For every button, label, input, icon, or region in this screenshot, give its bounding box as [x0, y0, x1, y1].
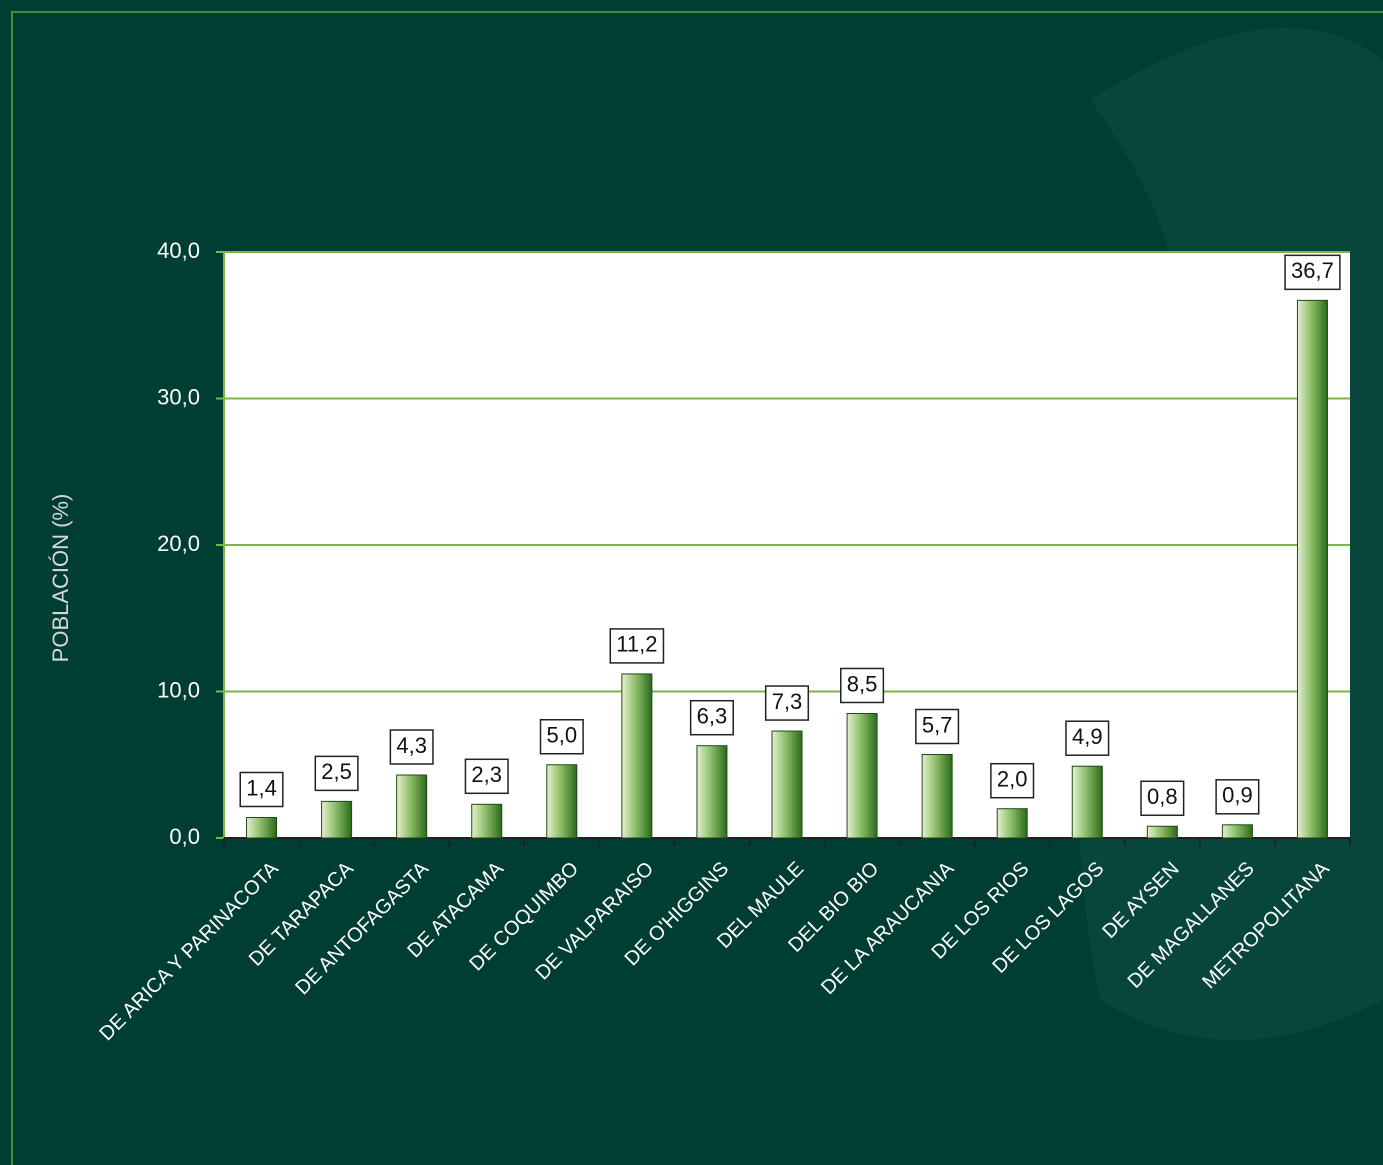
value-label: 5,0 — [547, 723, 578, 748]
value-label-box — [239, 771, 284, 808]
y-tick-label: 10,0 — [157, 677, 200, 702]
bar — [1296, 299, 1328, 839]
value-label: 36,7 — [1291, 258, 1334, 283]
value-label: 2,5 — [321, 759, 352, 784]
bar — [471, 803, 503, 839]
bar — [246, 816, 278, 839]
bar — [846, 712, 878, 839]
value-label-box — [464, 758, 509, 795]
value-label: 11,2 — [616, 632, 657, 657]
y-axis-label: POBLACIÓN (%) — [48, 494, 73, 663]
value-label-box — [609, 628, 665, 664]
value-label-box — [990, 762, 1035, 799]
value-label-box — [1284, 254, 1341, 291]
bar — [396, 774, 428, 839]
bar — [1146, 825, 1178, 839]
value-label-box — [1140, 780, 1185, 817]
value-label: 4,9 — [1072, 724, 1103, 749]
bar — [621, 673, 653, 839]
value-label: 0,8 — [1147, 784, 1178, 809]
bar — [1221, 824, 1253, 839]
value-label: 0,9 — [1222, 783, 1253, 808]
value-label: 2,0 — [997, 767, 1028, 792]
value-label-box — [840, 667, 885, 704]
value-label-box — [1065, 720, 1110, 756]
value-label: 6,3 — [697, 704, 728, 729]
bar — [996, 808, 1028, 839]
value-label: 7,3 — [772, 689, 803, 714]
value-label: 5,7 — [922, 712, 953, 737]
value-label: 8,5 — [847, 671, 878, 696]
bar — [321, 800, 353, 839]
bar — [771, 730, 803, 839]
frame — [11, 11, 1383, 1165]
y-tick-label: 20,0 — [157, 531, 200, 556]
bar — [696, 745, 728, 839]
y-tick-label: 30,0 — [157, 384, 200, 409]
y-tick-label: 40,0 — [157, 238, 200, 263]
bar — [1071, 765, 1103, 839]
value-label: 2,3 — [471, 762, 502, 787]
value-label: 1,4 — [246, 775, 277, 800]
value-label-box — [1215, 779, 1260, 815]
value-label-box — [314, 755, 359, 792]
value-label-box — [689, 699, 734, 736]
value-label-box — [389, 729, 434, 765]
y-tick-label: 0,0 — [169, 824, 200, 849]
bar — [546, 764, 578, 839]
value-label-box — [539, 719, 584, 755]
bar — [921, 753, 953, 839]
value-label: 4,3 — [396, 733, 427, 758]
value-label-box — [915, 708, 960, 745]
value-label-box — [764, 685, 810, 721]
